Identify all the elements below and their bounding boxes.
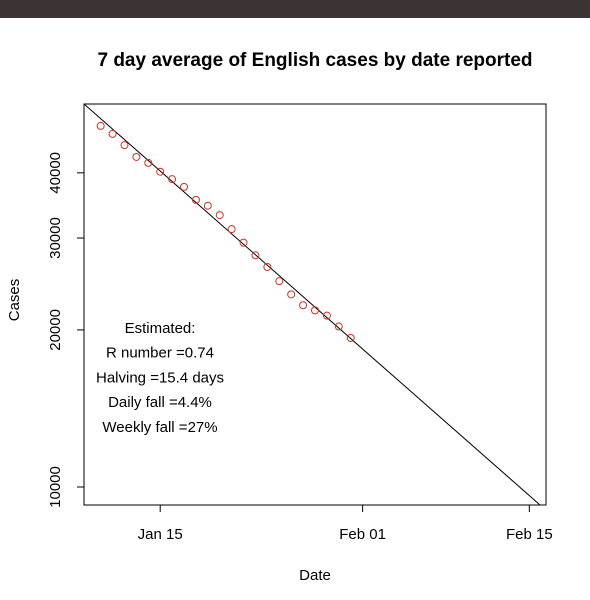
data-point [251,251,260,260]
x-tick-label: Jan 15 [138,526,183,543]
data-point [132,152,141,161]
annotation: Halving =15.4 days [96,369,224,386]
data-point [156,167,165,176]
fit-line [84,104,541,505]
y-tick-label: 40000 [47,152,64,194]
y-axis-title: Cases [6,279,23,322]
x-tick-label: Feb 15 [506,526,553,543]
y-tick-label: 10000 [47,466,64,508]
chart-title: 7 day average of English cases by date r… [97,50,532,71]
data-point [120,141,129,150]
data-point [108,129,117,138]
annotation: Weekly fall =27% [102,419,217,436]
data-point [227,225,236,234]
data-point [191,195,200,204]
annotation: Daily fall =4.4% [108,394,212,411]
plot-box [83,103,547,506]
top-bar [0,0,590,18]
data-point [215,211,224,220]
data-point [168,175,177,184]
plot-area [84,104,541,505]
data-point [275,277,284,286]
x-axis-title: Date [299,567,331,584]
y-tick-label: 20000 [47,309,64,351]
data-point [144,158,153,167]
data-point [311,306,319,315]
x-tick-label: Feb 01 [339,526,386,543]
annotation: Estimated: [125,320,196,337]
data-point [96,121,105,130]
data-point [263,263,272,272]
annotation: R number =0.74 [106,345,214,362]
data-point [299,301,308,310]
data-point [287,290,296,299]
data-point [180,182,189,191]
data-point [334,322,343,331]
y-tick-label: 30000 [47,217,64,259]
data-point [346,333,355,342]
data-point [239,238,248,247]
data-point [322,311,331,320]
data-point [203,201,212,210]
